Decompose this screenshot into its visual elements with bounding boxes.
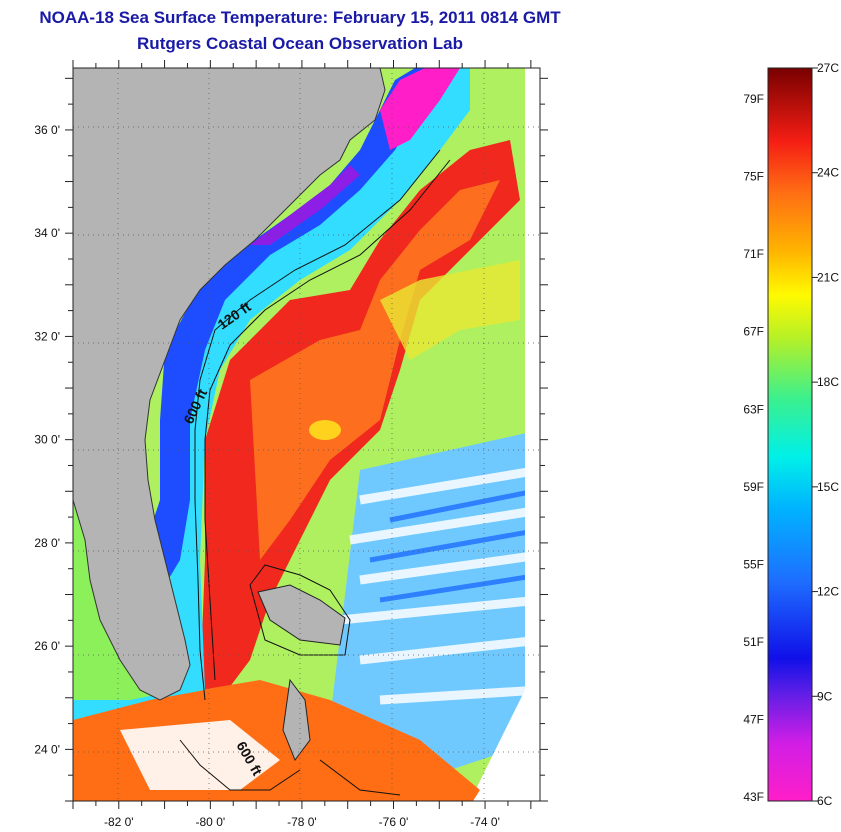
lat-label: 32 0'	[34, 329, 60, 343]
graticule	[73, 68, 540, 801]
sound-cold	[380, 68, 460, 150]
lon-label: -76 0'	[379, 815, 409, 829]
colorbar-f-label: 59F	[743, 480, 764, 494]
no-data-area	[470, 68, 540, 801]
colorbar-fahrenheit-labels: 79F 75F 71F 67F 63F 59F 55F 51F 47F 43F	[743, 92, 764, 804]
lon-label: -74 0'	[470, 815, 500, 829]
colorbar-celsius-labels: 27C 24C 21C 18C 15C 12C 9C 6C	[812, 61, 839, 808]
contour-south	[179, 739, 401, 796]
lat-label: 36 0'	[34, 123, 60, 137]
colorbar-c-label: 21C	[817, 270, 839, 284]
lat-label: 34 0'	[34, 226, 60, 240]
stream-eddies	[250, 180, 500, 560]
lat-label: 28 0'	[34, 536, 60, 550]
colorbar-c-label: 12C	[817, 585, 839, 599]
contour-120ft	[194, 149, 441, 701]
lon-label: -78 0'	[287, 815, 317, 829]
lat-label: 24 0'	[34, 742, 60, 756]
colorbar-f-label: 63F	[743, 402, 764, 416]
colorbar-f-label: 47F	[743, 713, 764, 727]
colorbar-c-label: 24C	[817, 166, 839, 180]
cloud-streaks	[339, 465, 540, 705]
lat-label: 26 0'	[34, 639, 60, 653]
colorbar-c-label: 6C	[817, 794, 833, 808]
colorbar-c-label: 27C	[817, 61, 839, 75]
latitude-labels: 36 0' 34 0' 32 0' 30 0' 28 0' 26 0' 24 0'	[34, 123, 60, 756]
lon-label: -82 0'	[104, 815, 134, 829]
contour-600ft	[204, 159, 451, 681]
lon-label: -80 0'	[196, 815, 226, 829]
contour-bahamas	[249, 564, 351, 656]
map-frame	[72, 67, 541, 802]
colorbar-f-label: 71F	[743, 247, 764, 261]
southern-cloud	[120, 720, 280, 790]
bahamas-land	[257, 584, 346, 646]
longitude-labels: -82 0' -80 0' -78 0' -76 0' -74 0'	[104, 815, 500, 829]
yellow-band	[380, 260, 520, 360]
colorbar-f-label: 67F	[743, 325, 764, 339]
cool-streaks	[369, 487, 540, 603]
colorbar-f-label: 51F	[743, 635, 764, 649]
warm-eddy	[309, 420, 341, 440]
colorbar-f-label: 79F	[743, 92, 764, 106]
colorbar-c-label: 18C	[817, 375, 839, 389]
colorbar-c-label: 9C	[817, 689, 833, 703]
map-title: NOAA-18 Sea Surface Temperature: Februar…	[39, 8, 561, 27]
colorbar-f-label: 43F	[743, 790, 764, 804]
nearshore-cold	[250, 165, 360, 245]
colorbar-f-label: 55F	[743, 557, 764, 571]
colorbar	[767, 67, 813, 802]
andros-land	[282, 678, 311, 762]
land-mass	[73, 68, 386, 701]
colorbar-f-label: 75F	[743, 170, 764, 184]
map-subtitle: Rutgers Coastal Ocean Observation Lab	[137, 34, 463, 53]
axis-ticks	[65, 60, 548, 809]
map-image	[73, 68, 540, 801]
lat-label: 30 0'	[34, 433, 60, 447]
shelf-cold-water	[73, 68, 440, 650]
colorbar-c-label: 15C	[817, 480, 839, 494]
